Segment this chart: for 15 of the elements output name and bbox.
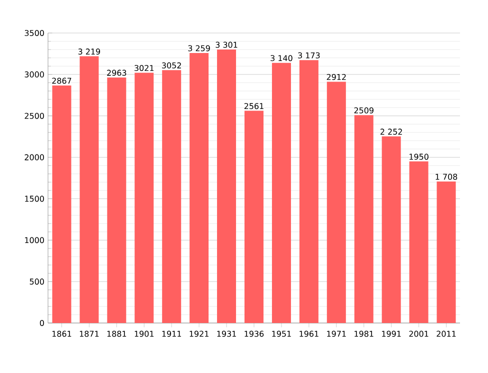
bar: [299, 60, 318, 323]
bar: [409, 161, 428, 323]
bar: [107, 77, 126, 323]
bar: [190, 52, 209, 323]
bar: [272, 62, 291, 323]
bar: [354, 115, 374, 323]
bar: [162, 70, 182, 323]
bar: [217, 49, 236, 323]
bar: [52, 85, 72, 323]
bar: [326, 82, 346, 323]
bar: [436, 181, 456, 323]
bar: [382, 136, 401, 323]
bar: [134, 72, 154, 323]
bar: [244, 110, 264, 323]
bar: [80, 56, 99, 323]
